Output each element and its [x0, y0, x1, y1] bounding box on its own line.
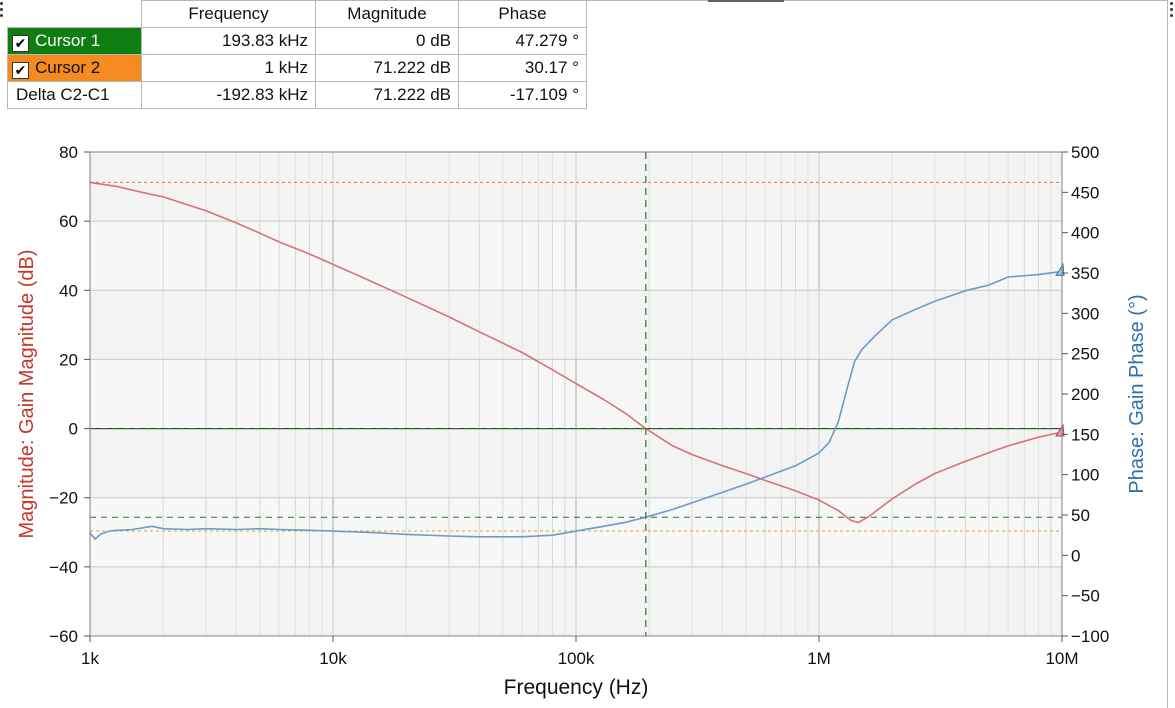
cursor-1-phase: 47.279 ° — [458, 27, 587, 55]
magnitude-line — [89, 181, 1063, 524]
y-axis-ticks: −60 −40 −20 0 20 40 60 80 — [49, 143, 90, 646]
y-tick-label: −20 — [49, 489, 78, 508]
grid-band — [90, 566, 1062, 636]
y2-tick-label: 500 — [1071, 143, 1099, 162]
y2-tick-label: 400 — [1071, 224, 1099, 243]
x-tick-label: 10k — [319, 649, 347, 668]
y-tick-label: 20 — [59, 350, 78, 369]
cursor-1-checkbox[interactable]: ✔ — [12, 34, 29, 52]
y2-tick-label: 300 — [1071, 304, 1099, 323]
cursor-1-label-cell[interactable]: ✔ Cursor 1 — [7, 27, 142, 55]
x-tick-label: 10M — [1045, 649, 1078, 668]
y-tick-label: −60 — [49, 627, 78, 646]
x-axis-label: Frequency (Hz) — [504, 676, 649, 699]
y2-tick-label: 250 — [1071, 345, 1099, 364]
cursor-table-header: Frequency Magnitude Phase — [7, 0, 587, 28]
table-top-rule — [586, 0, 1168, 1]
y2-axis-ticks: −100 −50 0 50 100 150 200 250 300 350 400 450 500 — [1062, 143, 1109, 646]
y2-tick-label: 150 — [1071, 425, 1099, 444]
cursor-2-label: Cursor 2 — [35, 57, 101, 77]
y-axis-label: Magnitude: Gain Magnitude (dB) — [16, 249, 38, 538]
grid-band — [90, 152, 1062, 222]
left-grip-icon[interactable] — [0, 2, 4, 20]
grid-band — [90, 290, 1062, 360]
panel-right-rule — [1167, 0, 1168, 708]
splitter-handle[interactable] — [708, 0, 784, 2]
y-tick-label: −40 — [49, 558, 78, 577]
phase-line — [89, 270, 1063, 541]
y-tick-label: 0 — [69, 420, 78, 439]
cursor-row-2: ✔ Cursor 2 1 kHz 71.222 dB 30.17 ° — [7, 54, 587, 82]
y2-tick-label: 350 — [1071, 264, 1099, 283]
series-lines — [89, 181, 1063, 541]
y2-tick-label: 0 — [1071, 546, 1080, 565]
cursor-2-label-cell[interactable]: ✔ Cursor 2 — [7, 54, 142, 82]
delta-frequency: -192.83 kHz — [141, 81, 316, 109]
x-tick-label: 1M — [807, 649, 831, 668]
y2-tick-label: −100 — [1071, 627, 1109, 646]
delta-row: Delta C2-C1 -192.83 kHz 71.222 dB -17.10… — [7, 81, 587, 109]
cursor-2-phase: 30.17 ° — [458, 54, 587, 82]
y-tick-label: 80 — [59, 143, 78, 162]
y2-tick-label: 200 — [1071, 385, 1099, 404]
y2-axis-label: Phase: Gain Phase (°) — [1126, 294, 1148, 493]
grid-band — [90, 428, 1062, 498]
y2-tick-label: 50 — [1071, 506, 1090, 525]
header-label-cell — [7, 0, 142, 28]
right-grip-icon[interactable] — [1170, 2, 1174, 20]
header-frequency: Frequency — [141, 0, 316, 28]
cursor-1-magnitude: 0 dB — [315, 27, 459, 55]
header-magnitude: Magnitude — [315, 0, 459, 28]
x-axis-ticks: 1k 10k 100k 1M 10M — [81, 636, 1079, 668]
cursor-1-label: Cursor 1 — [35, 30, 101, 50]
y2-tick-label: −50 — [1071, 587, 1100, 606]
cursor-table: Frequency Magnitude Phase ✔ Cursor 1 193.… — [7, 0, 587, 109]
y2-tick-label: 450 — [1071, 183, 1099, 202]
x-tick-label: 100k — [558, 649, 595, 668]
delta-phase: -17.109 ° — [458, 81, 587, 109]
y-tick-label: 40 — [59, 281, 78, 300]
y2-tick-label: 100 — [1071, 466, 1099, 485]
y-tick-label: 60 — [59, 212, 78, 231]
plot-grid — [89, 151, 1063, 637]
x-tick-label: 1k — [81, 649, 99, 668]
header-phase: Phase — [458, 0, 587, 28]
cursor-2-checkbox[interactable]: ✔ — [12, 61, 29, 79]
delta-magnitude: 71.222 dB — [315, 81, 459, 109]
